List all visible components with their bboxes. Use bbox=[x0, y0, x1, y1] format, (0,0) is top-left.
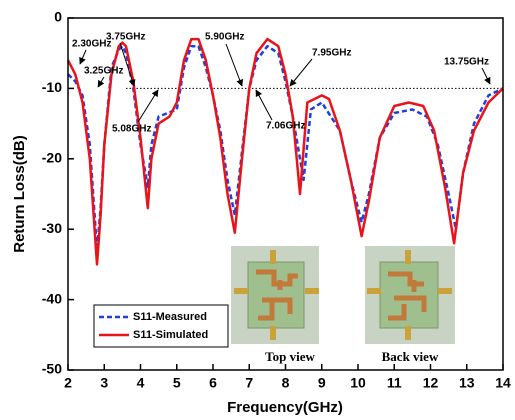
annotation-arrow bbox=[137, 89, 159, 123]
annotation: 13.75GHz bbox=[444, 57, 489, 68]
x-tick-label: 10 bbox=[350, 375, 366, 391]
series-line bbox=[66, 37, 504, 266]
annotation-arrow bbox=[481, 67, 491, 85]
x-tick-label: 13 bbox=[459, 375, 475, 391]
plot-frame bbox=[67, 17, 504, 371]
y-tick-label: -30 bbox=[42, 220, 62, 236]
annotation: 5.90GHz bbox=[205, 32, 244, 43]
legend-label: S11-Measured bbox=[133, 311, 207, 323]
y-tick-label: -40 bbox=[42, 290, 62, 306]
x-tick-label: 3 bbox=[100, 375, 108, 391]
x-tick-label: 14 bbox=[495, 375, 511, 391]
annotation-arrow bbox=[79, 49, 87, 65]
annotation-arrow bbox=[97, 76, 105, 88]
legend-label: S11-Simulated bbox=[133, 329, 208, 341]
x-axis-title: Frequency(GHz) bbox=[227, 399, 343, 416]
x-tick-label: 2 bbox=[64, 375, 72, 391]
x-tick-label: 12 bbox=[423, 375, 439, 391]
annotation-arrow bbox=[289, 58, 313, 87]
inset-photos: Top view Back view bbox=[231, 246, 455, 364]
y-tick-label: -10 bbox=[42, 79, 62, 95]
annotation: 3.75GHz bbox=[106, 32, 145, 43]
annotation-arrow bbox=[119, 42, 136, 87]
annotation: 7.95GHz bbox=[312, 48, 351, 59]
inset-label: Top view bbox=[265, 349, 315, 364]
x-tick-label: 9 bbox=[318, 375, 326, 391]
annotation-arrow bbox=[255, 89, 273, 121]
x-tick-label: 6 bbox=[209, 375, 217, 391]
y-axis-title: Return Loss(dB) bbox=[11, 135, 28, 253]
legend-box bbox=[93, 304, 229, 348]
legend: S11-Measured S11-Simulated bbox=[93, 304, 229, 348]
y-tick-label: 0 bbox=[54, 9, 62, 25]
y-tick-label: -20 bbox=[42, 150, 62, 166]
annotation: 7.06GHz bbox=[266, 121, 305, 132]
annotation: 3.25GHz bbox=[84, 66, 123, 77]
annotation: 2.30GHz bbox=[72, 39, 111, 50]
x-tick-label: 7 bbox=[245, 375, 253, 391]
series-line bbox=[67, 44, 504, 252]
x-tick-label: 8 bbox=[282, 375, 290, 391]
annotation-arrow bbox=[225, 43, 244, 87]
y-tick-label: -50 bbox=[42, 361, 62, 377]
x-tick-label: 4 bbox=[137, 375, 145, 391]
x-tick-label: 11 bbox=[387, 375, 402, 391]
inset-label: Back view bbox=[382, 349, 439, 364]
annotation: 5.08GHz bbox=[112, 124, 151, 135]
x-tick-label: 5 bbox=[173, 375, 181, 391]
